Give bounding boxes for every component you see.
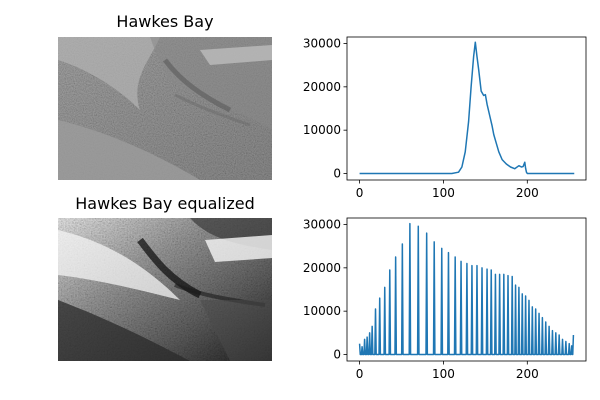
histogram-equalized: 0 100 200 0 10000 20000 30000 (303, 217, 587, 381)
y-tick-label-0-30000: 30000 (303, 37, 341, 51)
x-tick-label-1-0: 0 (356, 367, 364, 381)
y-tick-label-1-10000: 10000 (303, 304, 341, 318)
y-tick-label-1-30000: 30000 (303, 218, 341, 232)
hawkes-bay-equalized-image (58, 218, 272, 361)
y-tick-label-1-20000: 20000 (303, 261, 341, 275)
x-tick-label-1-100: 100 (432, 367, 455, 381)
original-image-title: Hawkes Bay (116, 12, 214, 31)
x-tick-label-0-0: 0 (356, 186, 364, 200)
x-tick-label-0-100: 100 (432, 186, 455, 200)
y-tick-label-0-20000: 20000 (303, 80, 341, 94)
x-tick-label-0-200: 200 (516, 186, 539, 200)
y-tick-label-1-0: 0 (333, 348, 341, 362)
histogram-line-0 (359, 41, 575, 175)
y-tick-label-0-10000: 10000 (303, 123, 341, 137)
x-tick-label-1-200: 200 (516, 367, 539, 381)
y-tick-label-0-0: 0 (333, 167, 341, 181)
histogram-line-1 (358, 222, 575, 356)
axes-frame-1 (346, 217, 587, 362)
histogram-original: 0 100 200 0 10000 20000 30000 (303, 36, 587, 200)
equalized-image-title: Hawkes Bay equalized (75, 194, 255, 213)
axes-frame-0 (346, 36, 587, 181)
hawkes-bay-image (58, 37, 272, 180)
